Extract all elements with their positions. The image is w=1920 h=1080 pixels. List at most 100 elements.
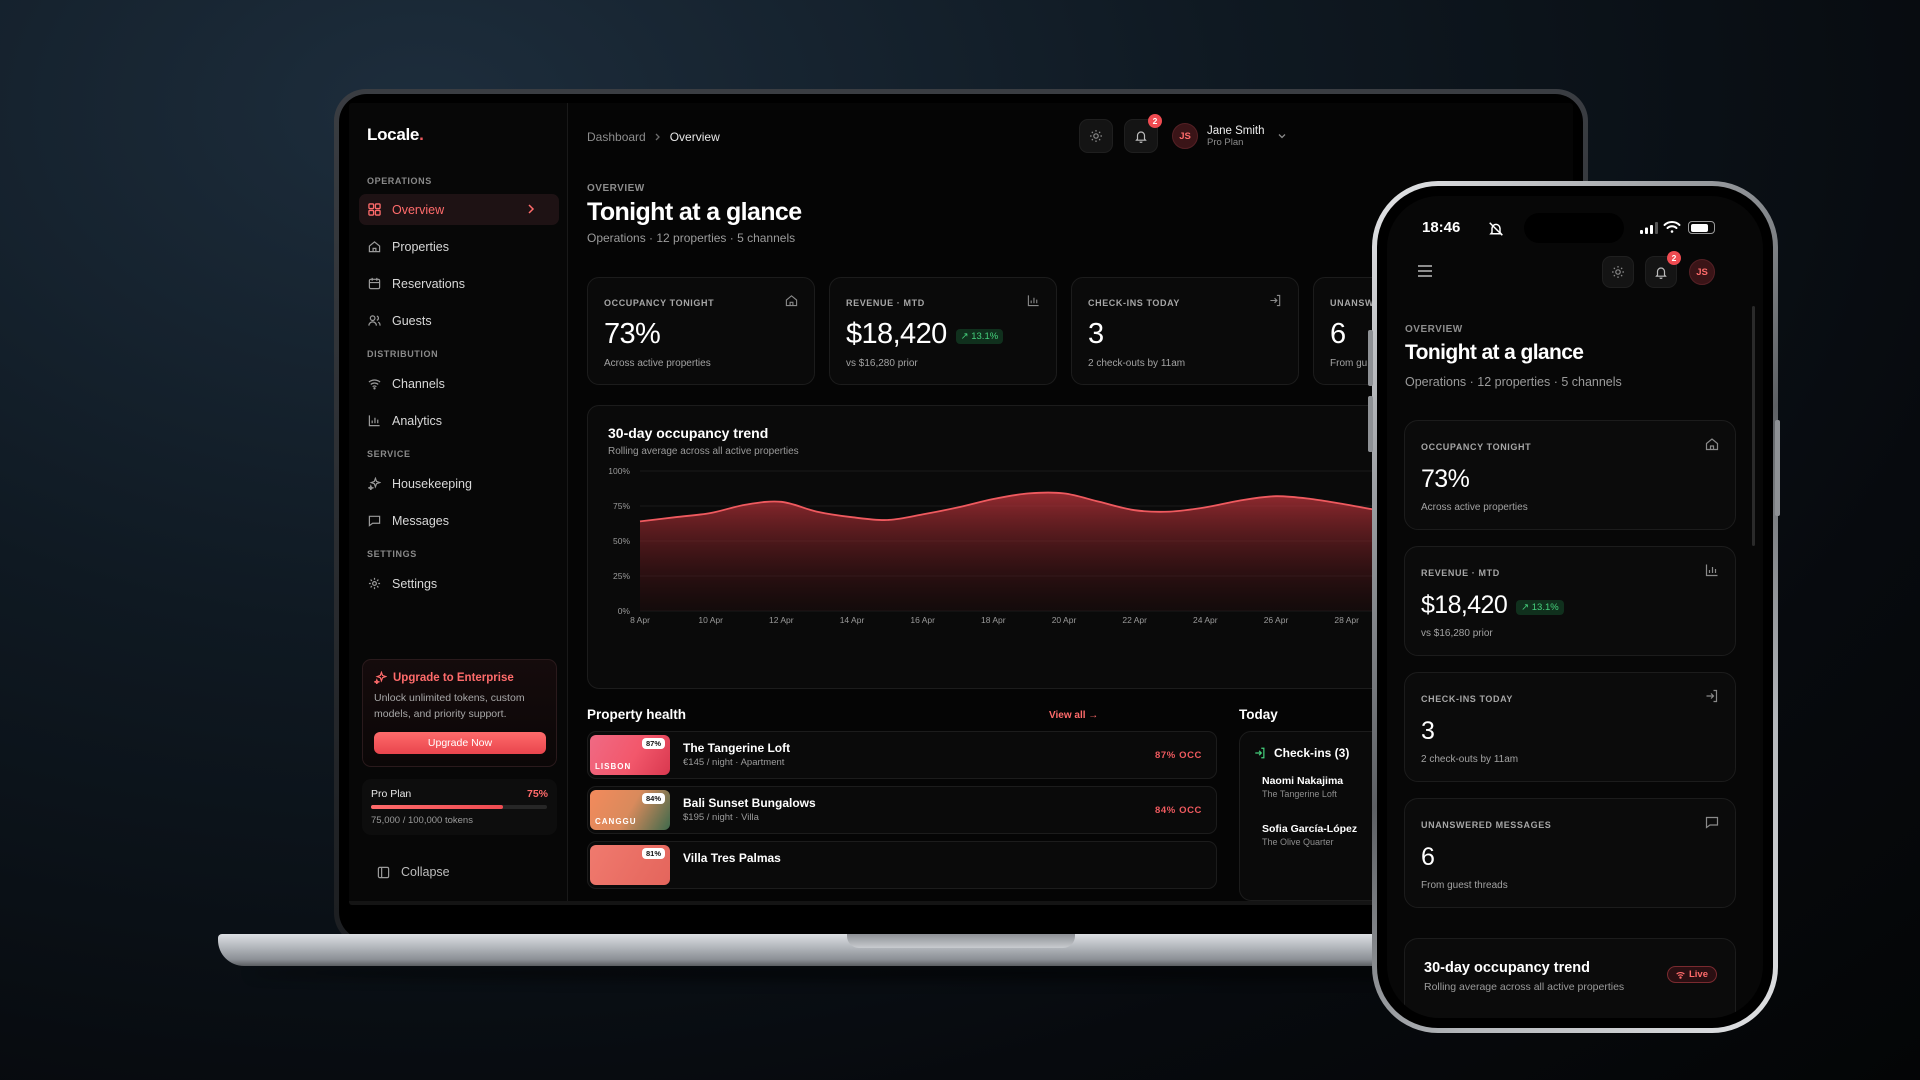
kpi-label: UNANSWERED MESSAGES (1421, 820, 1552, 830)
sun-icon (1090, 130, 1102, 142)
kpi-value: 73% (1421, 465, 1470, 493)
sidebar-item-overview[interactable]: Overview (359, 194, 559, 225)
kpi-value: $18,420 (846, 318, 947, 350)
sidebar-item-messages[interactable]: Messages (359, 505, 559, 536)
theme-toggle-button[interactable] (1602, 256, 1634, 288)
kpi-card-messages[interactable]: UNANSWERED MESSAGES 6 From guest threads (1404, 798, 1736, 908)
kpi-label: CHECK-INS TODAY (1088, 298, 1181, 308)
breadcrumb-dashboard[interactable]: Dashboard (587, 130, 646, 144)
plan-progress-track (371, 805, 547, 809)
sun-icon (1612, 266, 1624, 278)
sidebar-item-label: Messages (392, 513, 449, 528)
phone-screen: 18:46 2 JS OVERVIEW Tonight at a glance … (1387, 196, 1763, 1018)
grid-icon (368, 203, 381, 216)
theme-toggle-button[interactable] (1079, 119, 1113, 153)
plan-progress-fill (371, 805, 503, 809)
page-title: Tonight at a glance (1405, 341, 1584, 364)
x-tick-label: 22 Apr (1122, 615, 1147, 625)
breadcrumb: Dashboard Overview (587, 130, 720, 144)
user-name: Jane Smith (1207, 124, 1265, 137)
upgrade-title: Upgrade to Enterprise (374, 671, 514, 684)
property-meta: $195 / night · Villa (683, 812, 759, 823)
bar-chart-icon (1027, 295, 1039, 307)
sidebar-section-distribution: DISTRIBUTION (367, 349, 439, 359)
kpi-label: UNANSW (1330, 298, 1375, 308)
sidebar-item-label: Reservations (392, 276, 465, 291)
guest-name[interactable]: Sofia García-López (1262, 823, 1358, 835)
kpi-sub: Across active properties (604, 358, 711, 369)
sidebar-item-analytics[interactable]: Analytics (359, 405, 559, 436)
bar-chart-icon (1705, 564, 1718, 577)
battery-icon (1688, 221, 1715, 234)
plan-usage: Pro Plan 75% 75,000 / 100,000 tokens (362, 779, 557, 835)
kpi-sub: 2 check-outs by 11am (1088, 358, 1186, 369)
users-icon (368, 315, 381, 326)
property-city: LISBON (595, 762, 632, 771)
page-eyebrow: OVERVIEW (1405, 324, 1463, 335)
kpi-card-occupancy[interactable]: OCCUPANCY TONIGHT 73% Across active prop… (587, 277, 815, 385)
kpi-card-revenue[interactable]: REVENUE · MTD $18,420 ↗ 13.1% vs $16,280… (1404, 546, 1736, 656)
guest-property: The Tangerine Loft (1262, 789, 1337, 799)
kpi-card-checkins[interactable]: CHECK-INS TODAY 3 2 check-outs by 11am (1071, 277, 1299, 385)
upgrade-now-button[interactable]: Upgrade Now (374, 732, 546, 754)
live-badge: Live (1666, 966, 1717, 983)
sidebar-item-housekeeping[interactable]: Housekeeping (359, 468, 559, 499)
property-name: The Tangerine Loft (683, 741, 791, 755)
scrollbar[interactable] (1752, 306, 1755, 546)
kpi-label: REVENUE · MTD (1421, 568, 1500, 578)
trend-line (639, 491, 1486, 523)
avatar[interactable]: JS (1689, 259, 1715, 285)
kpi-card-occupancy[interactable]: OCCUPANCY TONIGHT 73% Across active prop… (1404, 420, 1736, 530)
page-subtitle: Operations · 12 properties · 5 channels (587, 231, 796, 245)
calendar-icon (368, 277, 381, 290)
trend-card: 30-day occupancy trend Rolling average a… (1404, 938, 1736, 1018)
breadcrumb-overview: Overview (669, 130, 720, 144)
wifi-icon (1676, 971, 1685, 979)
sidebar-item-reservations[interactable]: Reservations (359, 268, 559, 299)
app-logo[interactable]: Locale. (367, 125, 424, 144)
property-row[interactable]: 81% Villa Tres Palmas (587, 841, 1217, 889)
sidebar-section-operations: OPERATIONS (367, 176, 432, 186)
plan-percent: 75% (526, 788, 548, 800)
view-all-link[interactable]: View all → (1049, 710, 1099, 721)
page-eyebrow: OVERVIEW (587, 183, 645, 194)
property-occupancy: 84% OCC (1155, 805, 1202, 816)
sidebar-item-guests[interactable]: Guests (359, 305, 559, 336)
trend-chart: 100% 75% 50% 25% 0%8 Apr 10 Apr 12 Apr 14 Apr 16… (608, 466, 1486, 625)
notifications-button[interactable]: 2 (1124, 114, 1162, 153)
kpi-sub: vs $16,280 prior (846, 358, 918, 369)
user-menu[interactable]: JS Jane Smith Pro Plan (1172, 123, 1287, 149)
sidebar-item-channels[interactable]: Channels (359, 368, 559, 399)
x-tick-label: 18 Apr (981, 615, 1006, 625)
notification-badge: 2 (1667, 251, 1681, 265)
property-row[interactable]: 84% CANGGU Bali Sunset Bungalows $195 / … (587, 786, 1217, 834)
property-row[interactable]: 87% LISBON The Tangerine Loft €145 / nig… (587, 731, 1217, 779)
x-tick-label: 20 Apr (1052, 615, 1077, 625)
kpi-label: OCCUPANCY TONIGHT (604, 298, 715, 308)
dynamic-island (1524, 213, 1624, 243)
kpi-card-revenue[interactable]: REVENUE · MTD $18,420 ↗ 13.1% vs $16,280… (829, 277, 1057, 385)
sidebar-item-properties[interactable]: Properties (359, 231, 559, 262)
home-icon (785, 295, 798, 307)
trend-card: 30-day occupancy trend Rolling average a… (587, 405, 1487, 689)
trend-area (640, 492, 1486, 611)
collapse-button[interactable]: Collapse (377, 865, 450, 879)
y-tick-label: 75% (613, 501, 630, 511)
kpi-label: OCCUPANCY TONIGHT (1421, 442, 1532, 452)
login-icon (1255, 747, 1265, 759)
kpi-card-checkins[interactable]: CHECK-INS TODAY 3 2 check-outs by 11am (1404, 672, 1736, 782)
sidebar-item-label: Properties (392, 239, 449, 254)
kpi-sub: From guest threads (1421, 880, 1508, 891)
notifications-button[interactable]: 2 (1645, 251, 1681, 288)
laptop-thumb-notch (847, 934, 1075, 948)
home-icon (1705, 438, 1719, 451)
sidebar-item-settings[interactable]: Settings (359, 568, 559, 599)
chevron-right-icon (655, 133, 660, 141)
kpi-value: $18,420 (1421, 591, 1508, 619)
chart-subtitle: Rolling average across all active proper… (1424, 981, 1625, 993)
bar-chart-icon (368, 415, 380, 427)
x-tick-label: 8 Apr (630, 615, 650, 625)
guest-name[interactable]: Naomi Nakajima (1262, 775, 1344, 787)
property-thumbnail: 81% (590, 845, 670, 885)
hamburger-menu-icon[interactable] (1417, 264, 1433, 278)
